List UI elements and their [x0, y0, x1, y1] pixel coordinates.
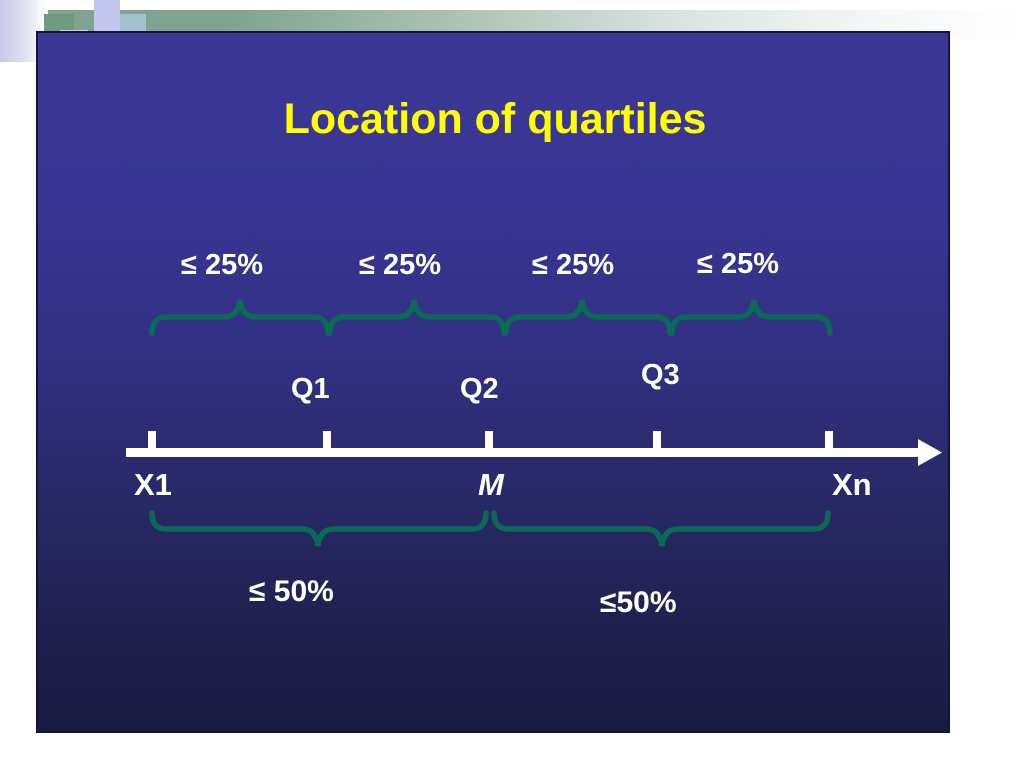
quarter-label-4: ≤ 25%: [696, 248, 779, 280]
bottom-brace-right: [491, 510, 831, 547]
axis-start-label: X1: [134, 467, 172, 502]
top-brace-3: [503, 299, 673, 336]
top-brace-1: [149, 299, 331, 336]
axis-tick-5: [825, 431, 833, 451]
axis-line: [126, 448, 926, 457]
axis-tick-1: [148, 431, 156, 451]
top-brace-group: [149, 299, 833, 336]
quarter-label-2: ≤ 25%: [358, 249, 441, 281]
number-line-axis: [126, 439, 942, 466]
page-title: Location of quartiles: [283, 95, 707, 143]
half-label-left: ≤ 50%: [249, 575, 334, 608]
axis-tick-group: [148, 431, 833, 451]
slide-panel: Location of quartiles ≤ 25% ≤ 25% ≤ 25% …: [36, 31, 950, 733]
top-brace-2: [327, 299, 507, 336]
quartile-label-q1: Q1: [291, 373, 330, 405]
axis-arrowhead: [918, 439, 942, 466]
axis-median-label: M: [478, 467, 504, 502]
top-brace-4: [669, 299, 833, 336]
quarter-label-1: ≤ 25%: [180, 249, 263, 281]
axis-tick-2: [323, 431, 331, 451]
quartile-label-q3: Q3: [641, 359, 680, 391]
axis-tick-3: [485, 431, 493, 451]
half-label-right: ≤50%: [600, 586, 677, 619]
quarter-label-3: ≤ 25%: [531, 249, 614, 281]
axis-end-label: Xn: [832, 467, 872, 502]
quartile-label-q2: Q2: [460, 373, 499, 405]
axis-tick-4: [653, 431, 661, 451]
bottom-brace-group: [149, 510, 831, 547]
bottom-brace-left: [149, 510, 489, 547]
